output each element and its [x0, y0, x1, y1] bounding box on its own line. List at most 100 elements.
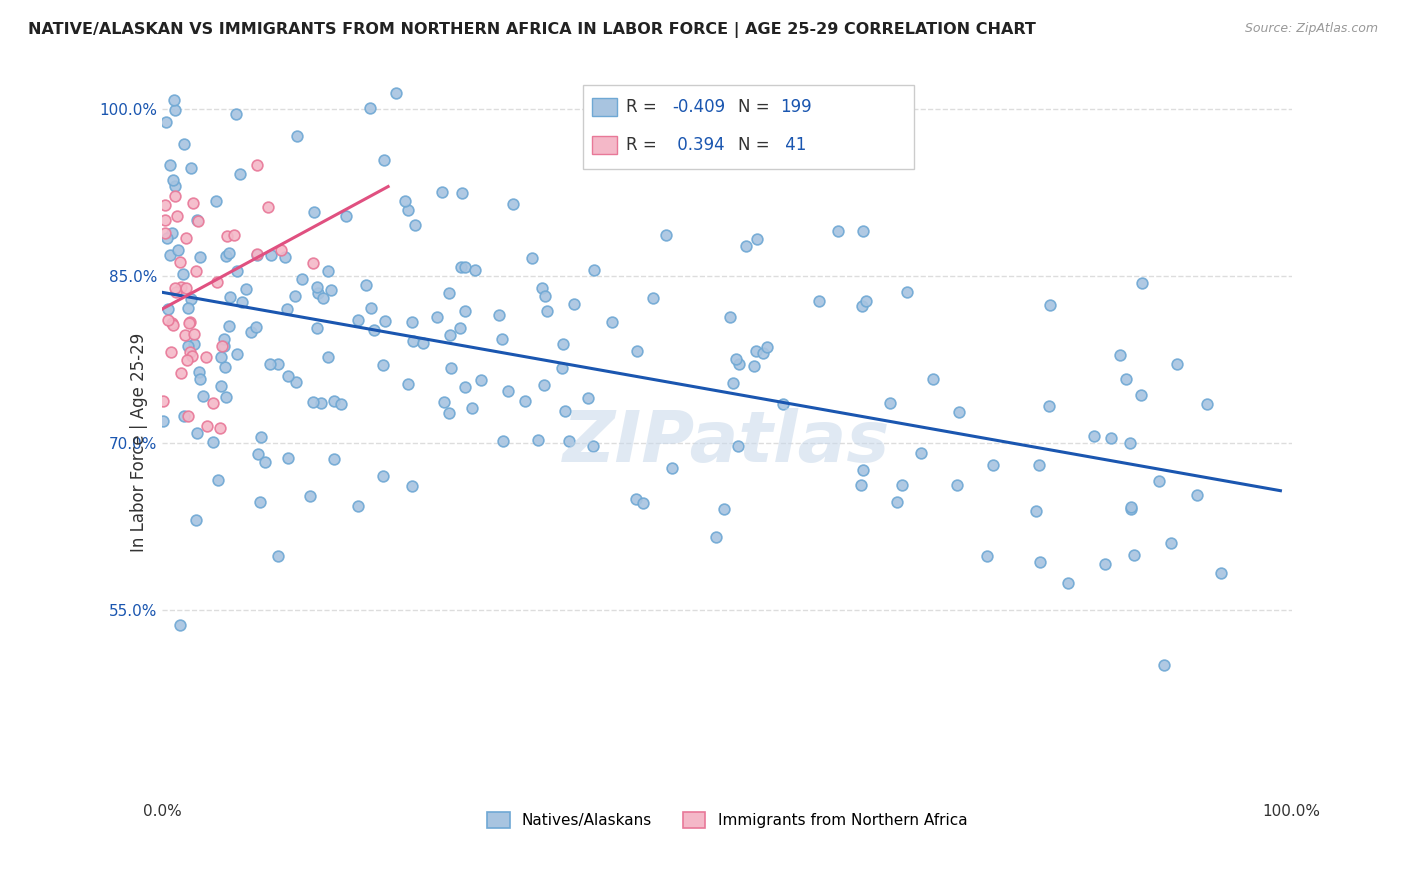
Point	[1153, 658, 1175, 673]
Point	[304, 204, 326, 219]
Point	[160, 344, 183, 359]
Point	[851, 299, 873, 313]
Point	[307, 285, 329, 300]
Point	[172, 267, 194, 281]
Point	[285, 128, 308, 143]
Point	[284, 289, 307, 303]
Point	[159, 158, 181, 172]
Point	[1109, 348, 1132, 362]
Point	[1119, 500, 1142, 514]
Point	[183, 337, 205, 351]
Point	[166, 209, 188, 223]
Point	[207, 473, 229, 487]
Point	[209, 350, 232, 364]
Point	[851, 478, 873, 492]
Text: 41: 41	[780, 136, 807, 154]
Text: N =: N =	[738, 136, 775, 154]
Point	[186, 212, 208, 227]
Point	[374, 314, 396, 328]
Point	[454, 260, 477, 274]
Point	[551, 360, 574, 375]
Point	[209, 378, 232, 392]
Text: N =: N =	[738, 98, 775, 116]
Point	[910, 445, 932, 459]
Point	[827, 224, 849, 238]
Point	[558, 434, 581, 448]
Point	[249, 430, 271, 444]
Text: 0.394: 0.394	[672, 136, 724, 154]
Point	[404, 218, 426, 232]
Text: ZIPatlas: ZIPatlas	[564, 409, 890, 477]
Point	[713, 501, 735, 516]
Point	[661, 460, 683, 475]
Point	[209, 420, 232, 434]
Point	[162, 93, 184, 107]
Point	[188, 365, 211, 379]
Point	[323, 393, 346, 408]
Point	[728, 358, 751, 372]
Point	[533, 289, 555, 303]
Point	[1209, 566, 1232, 580]
Point	[163, 281, 186, 295]
Point	[247, 447, 270, 461]
Point	[745, 343, 768, 358]
Point	[176, 352, 198, 367]
Point	[461, 401, 484, 416]
Point	[1130, 276, 1153, 290]
Point	[1038, 400, 1060, 414]
Point	[896, 285, 918, 300]
Point	[246, 248, 269, 262]
Point	[354, 277, 377, 292]
Point	[641, 291, 664, 305]
Point	[311, 291, 333, 305]
Point	[450, 260, 472, 275]
Point	[194, 351, 217, 365]
Point	[165, 285, 187, 300]
Point	[239, 326, 262, 340]
Point	[191, 389, 214, 403]
Point	[554, 403, 576, 417]
Point	[186, 513, 208, 527]
Point	[267, 549, 290, 563]
Point	[1195, 397, 1218, 411]
Point	[718, 310, 741, 324]
Point	[257, 200, 280, 214]
Point	[402, 334, 425, 348]
Point	[152, 394, 174, 409]
Point	[173, 409, 195, 423]
Point	[553, 337, 575, 351]
Point	[316, 264, 339, 278]
Point	[169, 617, 191, 632]
Point	[502, 196, 524, 211]
Point	[396, 203, 419, 218]
Point	[1118, 436, 1140, 450]
Point	[1039, 298, 1062, 312]
Point	[981, 458, 1004, 472]
Point	[323, 452, 346, 467]
Point	[277, 368, 299, 383]
Point	[277, 450, 299, 465]
Point	[412, 335, 434, 350]
Point	[165, 103, 187, 117]
Legend: Natives/Alaskans, Immigrants from Northern Africa: Natives/Alaskans, Immigrants from Northe…	[481, 805, 973, 834]
Point	[266, 357, 288, 371]
Point	[437, 406, 460, 420]
Point	[305, 321, 328, 335]
Point	[169, 366, 191, 380]
Point	[440, 361, 463, 376]
Point	[155, 115, 177, 129]
Point	[218, 246, 240, 260]
Point	[225, 106, 247, 120]
Point	[863, 103, 886, 118]
Point	[626, 344, 648, 359]
Point	[273, 250, 295, 264]
Point	[169, 254, 191, 268]
Point	[624, 491, 647, 506]
Point	[235, 282, 257, 296]
Point	[1025, 504, 1047, 518]
Point	[249, 494, 271, 508]
Point	[453, 379, 475, 393]
Point	[180, 349, 202, 363]
Point	[385, 87, 408, 101]
Text: Source: ZipAtlas.com: Source: ZipAtlas.com	[1244, 22, 1378, 36]
